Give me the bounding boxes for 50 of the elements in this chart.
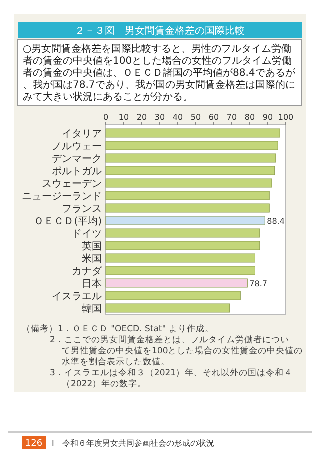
y-tick-label: スウェーデン	[42, 178, 102, 190]
x-tick-label: 60	[208, 113, 220, 122]
y-tick-label: フランス	[62, 204, 102, 215]
y-tick-label: ニュージーランド	[22, 191, 102, 202]
bar	[106, 266, 256, 276]
x-tick-label: 20	[136, 113, 148, 122]
data-label: 88.4	[267, 216, 285, 226]
bar	[106, 228, 260, 238]
x-tick-label: 40	[172, 113, 184, 122]
text: 126	[25, 439, 43, 449]
y-tick-label: ドイツ	[72, 228, 102, 240]
bar	[106, 204, 270, 213]
bar	[106, 304, 230, 313]
text: （備考）1．ＯＥＣＤ "OECD. Stat" より作成。	[22, 324, 214, 334]
bar	[106, 128, 280, 138]
x-tick-label: 80	[244, 113, 256, 122]
bar	[106, 141, 278, 150]
text: 3．イスラエルは令和３（2021）年、それ以外の国は令和４（2022）年の数字。	[50, 368, 294, 390]
x-tick-label: 0	[103, 113, 109, 122]
bar	[106, 178, 272, 188]
bar	[106, 254, 256, 263]
bar	[106, 154, 276, 163]
y-tick-label: 米国	[82, 252, 102, 265]
y-tick-label: 英国	[82, 240, 102, 252]
chart-subtitle: ○男女間賃金格差を国際比較すると、男性のフルタイム労働者の賃金の中央値を100とした場合の女性のフルタイム労働者の賃金の中央値は、ＯＥＣＤ諸国の平均値が88.4であるが、我が国は78.7であり、我が国の男女間賃金格差は国際的にみて大きい状況にあることが分かる。	[23, 43, 296, 103]
x-tick-label: 10	[118, 113, 130, 122]
bar	[106, 241, 260, 250]
bar	[106, 291, 241, 300]
x-tick-label: 30	[154, 113, 166, 122]
bar	[106, 216, 266, 226]
x-tick-label: 70	[226, 113, 238, 122]
y-tick-label: イタリア	[62, 128, 102, 140]
y-tick-label: イスラエル	[52, 291, 102, 302]
text: 2．ここでの男女間賃金格差とは、フルタイム労働者について男性賃金の中央値を100とした場合の女性賃金の中央値の水準を割合表示した数値。	[50, 334, 304, 368]
text: I 令和６年度男女共同参画社会の形成の状況	[52, 439, 214, 448]
y-tick-label: 日本	[82, 278, 102, 290]
y-tick-label: ノルウェー	[52, 141, 102, 152]
bar	[106, 278, 248, 288]
y-tick-label: カナダ	[72, 265, 103, 278]
x-tick-label: 90	[262, 113, 274, 122]
y-tick-label: 韓国	[82, 302, 102, 315]
x-tick-label: 100	[278, 113, 294, 122]
bar	[106, 166, 276, 176]
y-tick-label: ＯＥＣＤ(平均)	[34, 215, 102, 228]
x-tick-label: 50	[190, 113, 202, 122]
data-label: 78.7	[250, 279, 268, 288]
chart-title: ２－３図 男女間賃金格差の国際比較	[75, 25, 245, 37]
bar	[106, 191, 270, 200]
y-tick-label: ポルトガル	[52, 166, 102, 178]
y-tick-label: デンマーク	[52, 154, 102, 165]
